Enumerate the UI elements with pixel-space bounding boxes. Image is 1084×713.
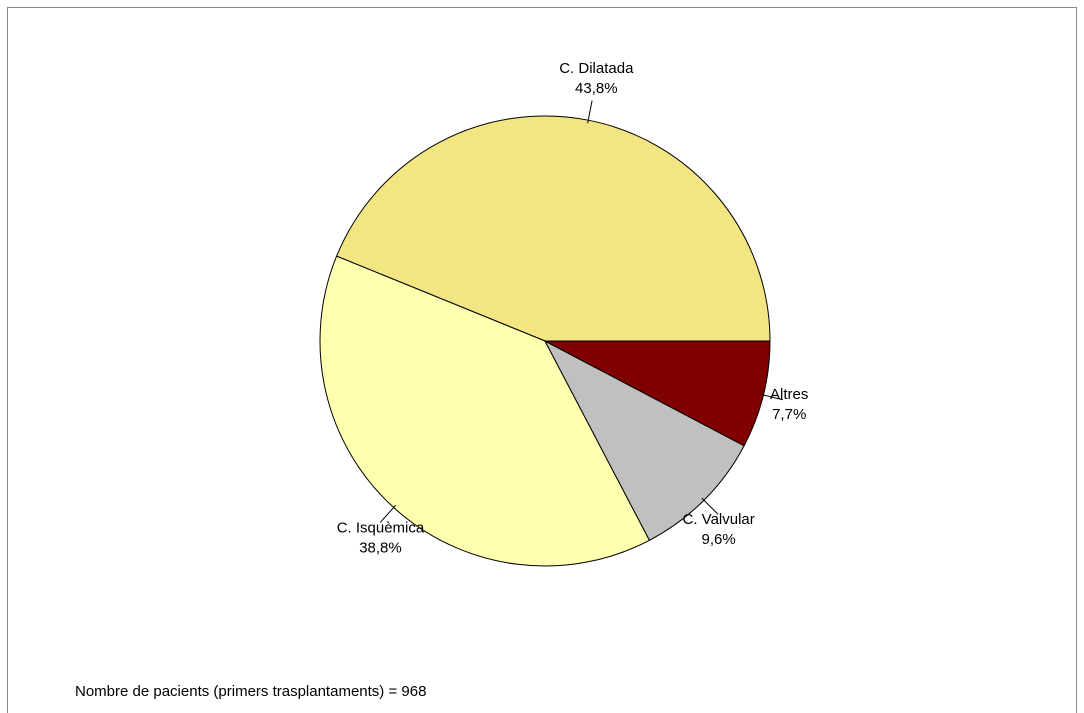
slice-label: Altres	[770, 386, 808, 403]
slice-value-label: 9,6%	[702, 531, 736, 548]
chart-frame	[7, 7, 1077, 713]
slice-value-label: 7,7%	[772, 406, 806, 423]
slice-value-label: 43,8%	[575, 80, 618, 97]
leader-line	[379, 504, 397, 523]
slice-label: C. Valvular	[683, 511, 755, 528]
slice-value-label: 38,8%	[359, 540, 402, 557]
slice-label: C. Dilatada	[559, 60, 634, 77]
leader-line	[701, 497, 719, 515]
slice-label: C. Isquèmica	[337, 520, 425, 537]
footnote: Nombre de pacients (primers trasplantame…	[75, 683, 426, 700]
leader-line	[760, 393, 783, 401]
leader-line	[587, 100, 593, 124]
